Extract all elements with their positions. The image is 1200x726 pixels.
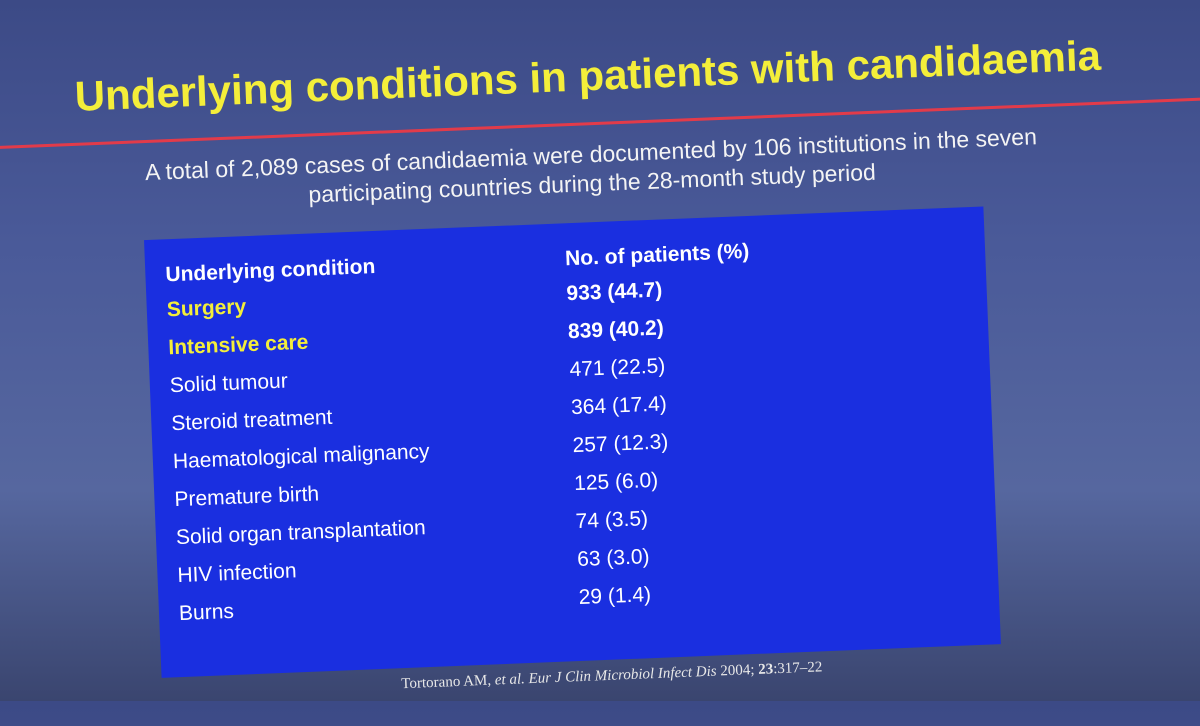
citation-part: :317–22 xyxy=(772,659,823,678)
citation-part: et al. Eur J Clin Microbiol Infect Dis xyxy=(494,663,717,689)
citation-part: 23 xyxy=(757,661,774,678)
page: Underlying conditions in patients with c… xyxy=(0,0,1200,701)
table: Underlying condition No. of patients (%) S… xyxy=(144,206,1001,678)
citation-part: 2004; xyxy=(716,661,759,680)
subtitle: A total of 2,089 cases of candidaemia we… xyxy=(51,119,1132,220)
citation-part: Tortorano AM, xyxy=(401,672,496,693)
